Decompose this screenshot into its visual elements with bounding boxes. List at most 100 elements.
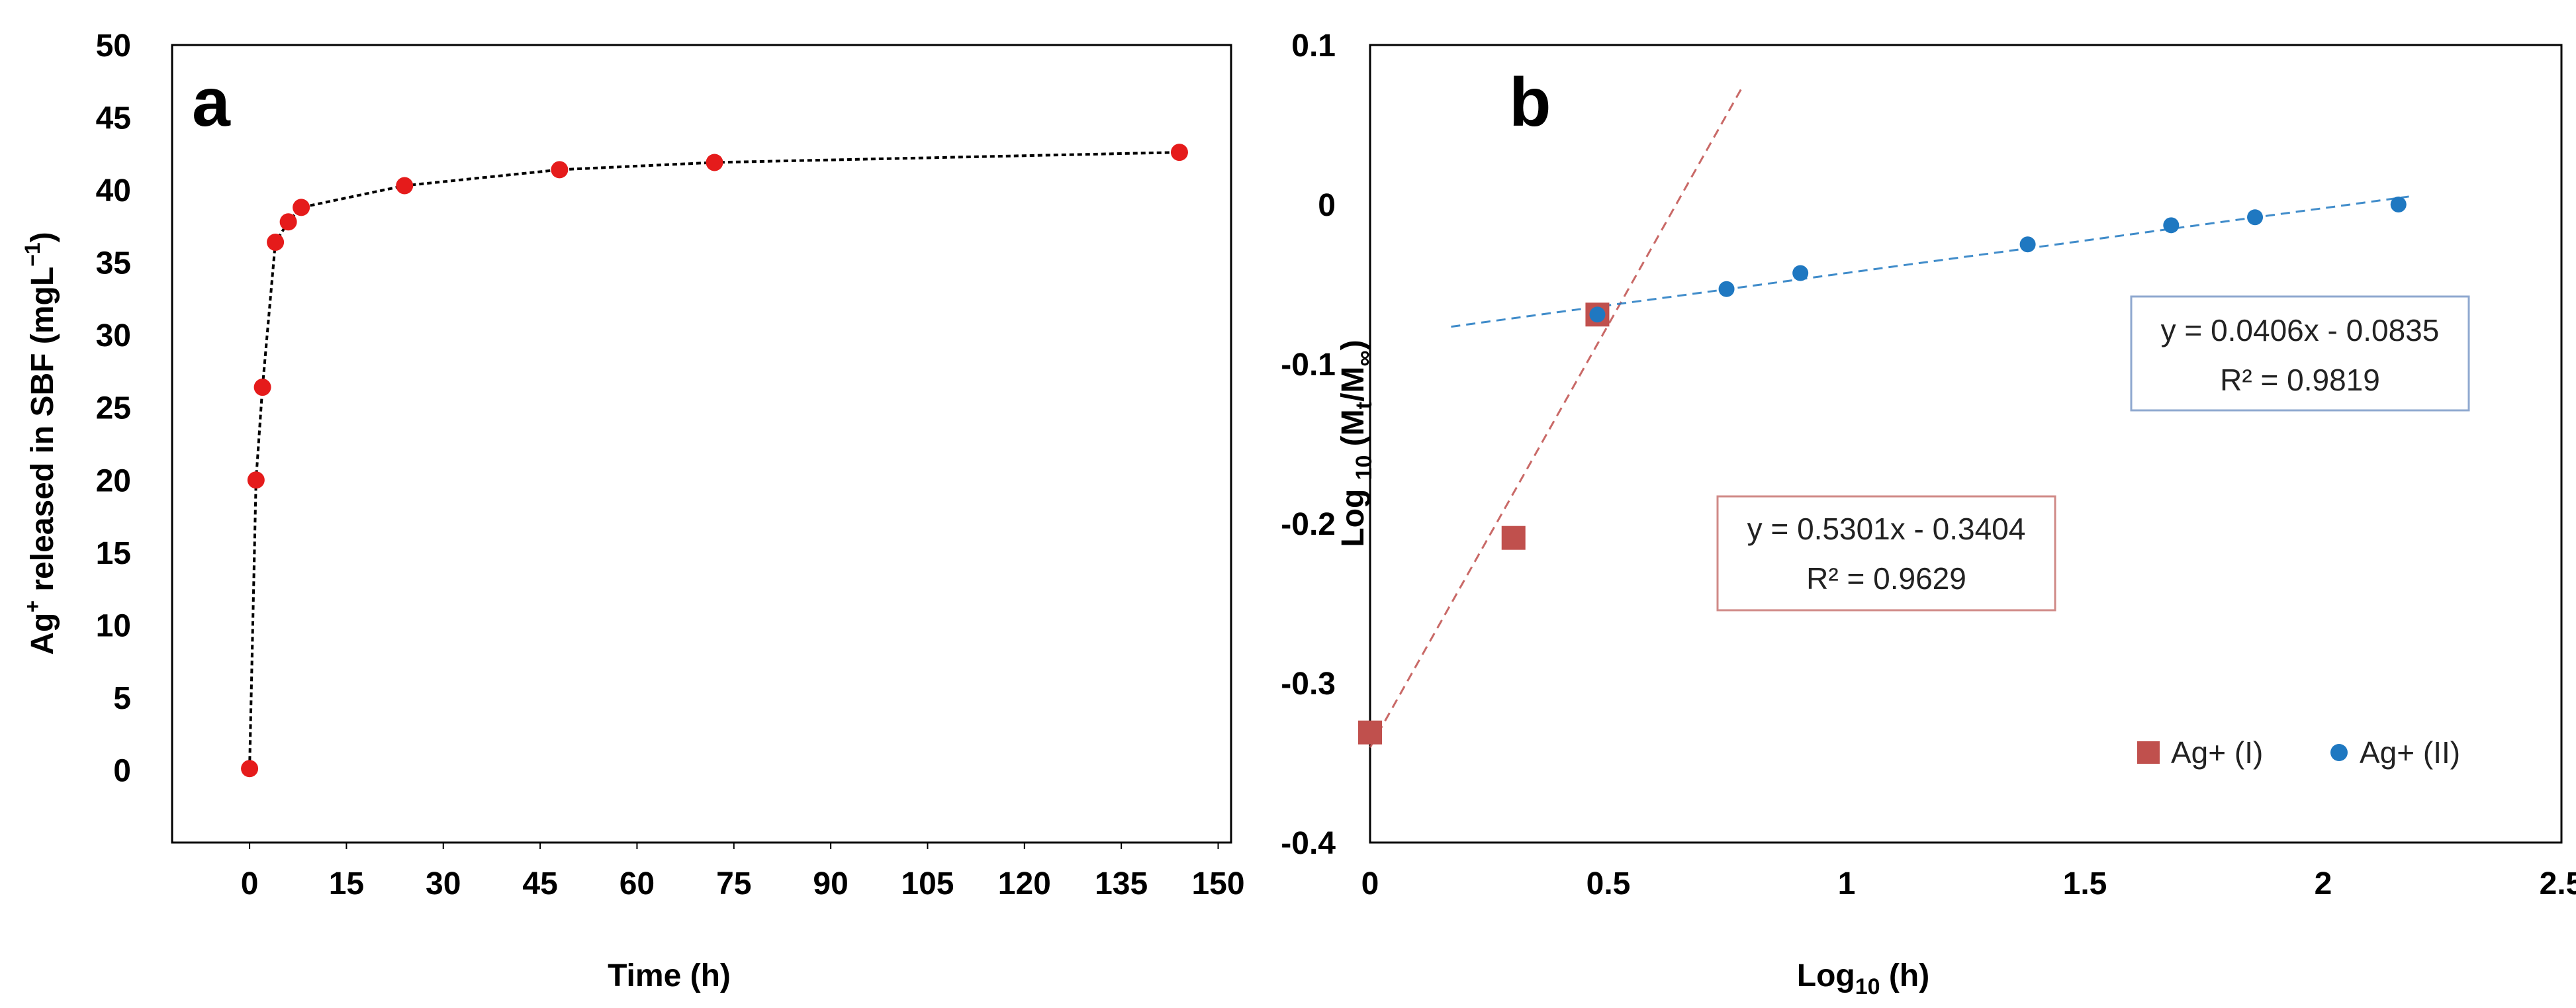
chart-b-ylabel-sub3: ∞ xyxy=(1352,350,1377,366)
chart-a-data-point xyxy=(247,471,265,489)
chart-a-ylabel-sup1: + xyxy=(21,600,44,613)
chart-b-data-point-ag-ii xyxy=(1792,265,1809,281)
chart-b-data-point-ag-i xyxy=(1358,720,1382,745)
legend-marker-ag-ii xyxy=(2330,744,2348,761)
chart-a-y-tick-label: 0 xyxy=(113,753,131,788)
equation-ag-i: y = 0.5301x - 0.3404 xyxy=(1747,512,2026,546)
chart-a-y-tick-label: 40 xyxy=(96,173,131,208)
chart-b-ylabel-suffix: ) xyxy=(1336,340,1371,350)
chart-a-data-point xyxy=(241,760,259,778)
chart-b-ylabel-sub1: 10 xyxy=(1352,455,1377,481)
chart-b-data-point-ag-ii xyxy=(2019,236,2036,253)
chart-a-data-point xyxy=(253,379,271,396)
chart-a-data-point xyxy=(551,161,569,179)
chart-b-ylabel-sub2: t xyxy=(1352,402,1377,409)
chart-b-data-point-ag-i xyxy=(1501,526,1526,550)
chart-a-x-tick-label: 90 xyxy=(813,866,848,901)
chart-a-x-tick-label: 75 xyxy=(716,866,751,901)
chart-a-y-tick-label: 35 xyxy=(96,246,131,281)
chart-b-x-tick-label: 1.5 xyxy=(2063,866,2107,901)
chart-a-y-tick-label: 25 xyxy=(96,391,131,426)
chart-a-ylabel-prefix: Ag xyxy=(25,613,60,655)
chart-a-ylabel-sup2: −1 xyxy=(21,242,44,266)
chart-a-data-point xyxy=(1170,144,1188,161)
legend-label-ag-i: Ag+ (I) xyxy=(2171,735,2263,770)
chart-b-data-point-ag-ii xyxy=(1718,281,1735,297)
chart-a-ylabel-suffix: ) xyxy=(25,232,60,242)
r2-ag-ii: R² = 0.9819 xyxy=(2220,363,2380,397)
chart-a-data-point xyxy=(706,154,723,171)
chart-a-panel-label: a xyxy=(192,64,231,141)
chart-b-panel-label: b xyxy=(1509,64,1551,141)
chart-b-y-tick-label: -0.4 xyxy=(1281,826,1336,861)
chart-b-x-tick-label: 0.5 xyxy=(1587,866,1631,901)
chart-b-data-point-ag-ii xyxy=(2163,217,2180,234)
chart-b-y-axis-label: Log 10 (Mt/M∞) xyxy=(1336,340,1377,547)
legend-label-ag-ii: Ag+ (II) xyxy=(2360,735,2460,770)
chart-b-data-point-ag-ii xyxy=(2247,209,2264,226)
chart-a-ticks: 0 15 30 45 60 75 90 105 120 135 150 0 5 10 15 20 25 30 35 4… xyxy=(96,28,1245,901)
chart-b-ylabel-prefix: Log xyxy=(1336,480,1371,547)
chart-a-points xyxy=(241,144,1188,778)
equation-box-ag-ii: y = 0.0406x - 0.0835 R² = 0.9819 xyxy=(2130,295,2470,412)
chart-b: b Log10 (h) Log 10 (Mt/M∞) 0 0.5 1 1.5 2 2.5-… xyxy=(1281,28,2576,999)
chart-a-data-point xyxy=(396,177,414,195)
chart-b-data-point-ag-ii xyxy=(2390,197,2407,212)
legend: Ag+ (I) Ag+ (II) xyxy=(2137,735,2460,770)
equation-box-ag-i-frame xyxy=(1716,495,2056,612)
chart-b-y-tick-label: -0.1 xyxy=(1281,347,1336,383)
chart-b-y-tick-label: 0.1 xyxy=(1291,28,1336,64)
chart-a-x-tick-label: 60 xyxy=(620,866,655,901)
equation-box-ag-i: y = 0.5301x - 0.3404 R² = 0.9629 xyxy=(1716,495,2056,612)
chart-a-data-point xyxy=(293,199,310,216)
chart-a-x-tick-label: 135 xyxy=(1095,866,1148,901)
chart-a-y-tick-label: 45 xyxy=(96,101,131,136)
chart-b-x-tick-label: 1 xyxy=(1838,866,1856,901)
chart-b-trendlines xyxy=(1369,87,2409,749)
chart-b-y-tick-label: -0.2 xyxy=(1281,507,1336,542)
chart-a-y-tick-label: 30 xyxy=(96,318,131,353)
chart-b-ylabel-middle: (M xyxy=(1336,409,1371,455)
chart-b-x-tick-label: 2 xyxy=(2315,866,2332,901)
chart-a-data-point xyxy=(279,213,297,231)
chart-a-plot-area xyxy=(171,44,1232,844)
chart-a-x-tick-label: 30 xyxy=(426,866,461,901)
chart-b-x-tick-label: 2.5 xyxy=(2540,866,2576,901)
chart-b-x-axis-label: Log10 (h) xyxy=(1797,958,1929,999)
chart-b-x-tick-label: 0 xyxy=(1361,866,1379,901)
chart-a-x-axis-label: Time (h) xyxy=(608,958,731,993)
chart-b-points xyxy=(1358,197,2407,745)
equation-box-ag-ii-frame xyxy=(2130,295,2470,412)
chart-b-y-tick-label: -0.3 xyxy=(1281,666,1336,702)
chart-a-ylabel-middle: released in SBF (mgL xyxy=(25,267,60,600)
chart-b-xlabel-prefix: Log xyxy=(1797,958,1855,993)
chart-b-xlabel-sub: 10 xyxy=(1855,974,1880,999)
legend-marker-ag-i xyxy=(2137,741,2160,764)
chart-b-y-tick-label: 0 xyxy=(1318,188,1336,223)
chart-a-y-tick-label: 5 xyxy=(113,681,131,716)
chart-a-x-tick-label: 120 xyxy=(998,866,1051,901)
chart-a-x-tick-label: 15 xyxy=(329,866,364,901)
chart-a-y-axis-label: Ag+ released in SBF (mgL−1) xyxy=(21,232,60,655)
chart-b-trendline-ag-ii xyxy=(1451,195,2409,328)
r2-ag-i: R² = 0.9629 xyxy=(1806,561,1966,596)
chart-b-trendline-ag-i xyxy=(1369,87,1743,749)
chart-a-data-point xyxy=(267,233,285,251)
chart-b-xlabel-suffix: (h) xyxy=(1880,958,1930,993)
equation-ag-ii: y = 0.0406x - 0.0835 xyxy=(2161,313,2440,347)
chart-a-x-tick-label: 0 xyxy=(241,866,259,901)
chart-b-ylabel-middle2: /M xyxy=(1336,367,1371,402)
chart-a-series-path xyxy=(248,151,1179,769)
chart-a-y-tick-label: 20 xyxy=(96,463,131,498)
chart-a: a Time (h) Ag+ released in SBF (mgL−1) 0… xyxy=(21,28,1245,993)
chart-a-series-line xyxy=(248,151,1179,769)
chart-a-y-tick-label: 15 xyxy=(96,536,131,571)
chart-b-data-point-ag-ii xyxy=(1589,306,1606,323)
chart-a-x-tick-label: 45 xyxy=(522,866,557,901)
chart-a-y-tick-label: 10 xyxy=(96,608,131,643)
chart-b-ticks: 0 0.5 1 1.5 2 2.5 -0.4 -0.3 -0.2 -0.1 0 0.1 xyxy=(1281,28,2576,901)
chart-a-x-tick-label: 150 xyxy=(1191,866,1244,901)
chart-a-x-tick-label: 105 xyxy=(901,866,954,901)
